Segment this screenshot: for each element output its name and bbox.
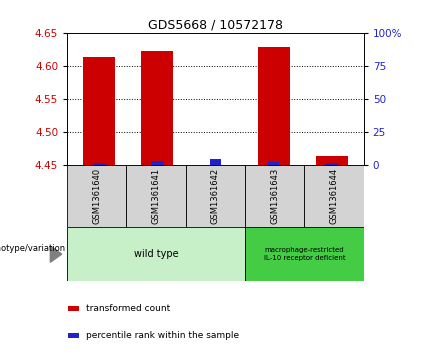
Bar bbox=[186, 165, 245, 227]
Bar bbox=[83, 57, 115, 165]
Text: transformed count: transformed count bbox=[86, 304, 171, 313]
Bar bbox=[210, 159, 221, 165]
Text: macrophage-restricted
IL-10 receptor deficient: macrophage-restricted IL-10 receptor def… bbox=[264, 247, 345, 261]
Text: GSM1361640: GSM1361640 bbox=[92, 168, 101, 224]
Bar bbox=[126, 165, 186, 227]
Bar bbox=[245, 165, 304, 227]
Text: percentile rank within the sample: percentile rank within the sample bbox=[86, 331, 239, 340]
Text: GSM1361643: GSM1361643 bbox=[270, 168, 279, 224]
Bar bbox=[268, 162, 279, 165]
Bar bbox=[245, 227, 364, 281]
Bar bbox=[258, 47, 290, 165]
Title: GDS5668 / 10572178: GDS5668 / 10572178 bbox=[148, 19, 283, 32]
Bar bbox=[67, 227, 245, 281]
Polygon shape bbox=[50, 246, 62, 262]
Text: GSM1361642: GSM1361642 bbox=[211, 168, 220, 224]
Bar bbox=[68, 333, 79, 338]
Bar bbox=[67, 165, 126, 227]
Text: genotype/variation: genotype/variation bbox=[0, 244, 65, 253]
Bar bbox=[326, 163, 338, 165]
Bar bbox=[93, 163, 105, 165]
Bar bbox=[141, 51, 173, 165]
Bar bbox=[304, 165, 364, 227]
Bar bbox=[68, 306, 79, 311]
Bar bbox=[316, 156, 348, 165]
Bar bbox=[200, 164, 231, 165]
Text: wild type: wild type bbox=[134, 249, 178, 259]
Text: GSM1361644: GSM1361644 bbox=[330, 168, 339, 224]
Bar bbox=[152, 161, 163, 165]
Text: GSM1361641: GSM1361641 bbox=[152, 168, 161, 224]
